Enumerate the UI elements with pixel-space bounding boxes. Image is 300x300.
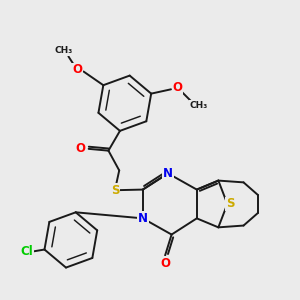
- Text: CH₃: CH₃: [190, 100, 208, 109]
- Text: O: O: [160, 257, 170, 270]
- Text: S: S: [226, 197, 235, 211]
- Text: O: O: [76, 142, 86, 155]
- Text: Cl: Cl: [21, 245, 34, 258]
- Text: O: O: [72, 63, 82, 76]
- Text: N: N: [138, 212, 148, 225]
- Text: O: O: [172, 81, 182, 94]
- Text: N: N: [163, 167, 173, 180]
- Text: S: S: [111, 184, 119, 197]
- Text: CH₃: CH₃: [54, 46, 73, 55]
